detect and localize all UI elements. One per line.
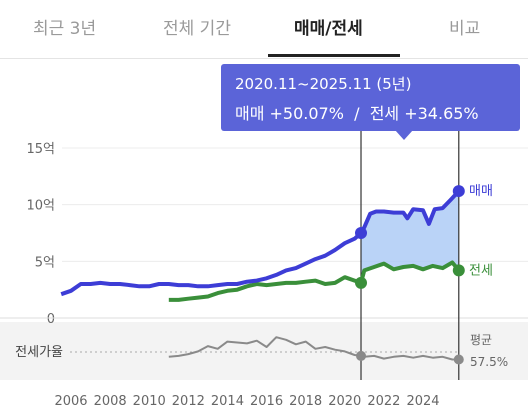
- x-tick-label: 2010: [133, 394, 166, 409]
- x-tick-label: 2022: [367, 394, 400, 409]
- tab-recent-3y[interactable]: 최근 3년: [33, 19, 97, 39]
- x-tick-label: 2012: [172, 394, 205, 409]
- x-tick-label: 2008: [94, 394, 127, 409]
- x-tick-label: 2014: [211, 394, 244, 409]
- ratio-average-label: 평균: [470, 333, 492, 347]
- x-tick-label: 2024: [406, 394, 439, 409]
- y-tick-label: 15억: [26, 142, 55, 157]
- sale-series-label: 매매: [469, 184, 493, 199]
- ratio-panel-bg: [0, 322, 528, 380]
- sale-line: [60, 189, 461, 297]
- period-tooltip: 2020.11~2025.11 (5년) 매매 +50.07% / 전세 +34…: [221, 64, 520, 140]
- x-tick-label: 2020: [328, 394, 361, 409]
- ratio-axis-label: 전세가율: [15, 345, 63, 360]
- y-tick-label: 10억: [26, 199, 55, 214]
- tab-sale-jeonse[interactable]: 매매/전세: [294, 19, 363, 39]
- sale-end-point: [452, 185, 465, 198]
- tab-all-period[interactable]: 전체 기간: [163, 19, 231, 39]
- tooltip-caret: [395, 130, 413, 140]
- jeonse-series-label: 전세: [469, 263, 493, 278]
- tab-bar: 최근 3년 전체 기간 매매/전세 비교: [0, 0, 528, 59]
- jeonse-start-point: [355, 276, 368, 289]
- ratio-line: [168, 336, 459, 361]
- tooltip-sale-change: 매매 +50.07%: [235, 104, 344, 123]
- tooltip-jeonse-change: 전세 +34.65%: [369, 104, 479, 123]
- y-tick-label: 5억: [35, 255, 55, 270]
- active-tab-indicator: [268, 54, 400, 57]
- ratio-start-point: [356, 350, 367, 361]
- tab-compare[interactable]: 비교: [449, 19, 481, 39]
- ratio-average-value: 57.5%: [470, 355, 508, 369]
- y-tick-label: 0: [47, 312, 55, 327]
- tooltip-change: 매매 +50.07% / 전세 +34.65%: [235, 100, 479, 124]
- x-tick-label: 2016: [250, 394, 283, 409]
- x-tick-label: 2018: [289, 394, 322, 409]
- jeonse-end-point: [452, 264, 465, 277]
- tooltip-period: 2020.11~2025.11 (5년): [235, 75, 412, 93]
- tooltip-separator: /: [354, 104, 360, 123]
- jeonse-line: [168, 260, 461, 302]
- sale-start-point: [355, 227, 368, 239]
- x-tick-label: 2006: [54, 394, 87, 409]
- ratio-end-point: [453, 354, 464, 365]
